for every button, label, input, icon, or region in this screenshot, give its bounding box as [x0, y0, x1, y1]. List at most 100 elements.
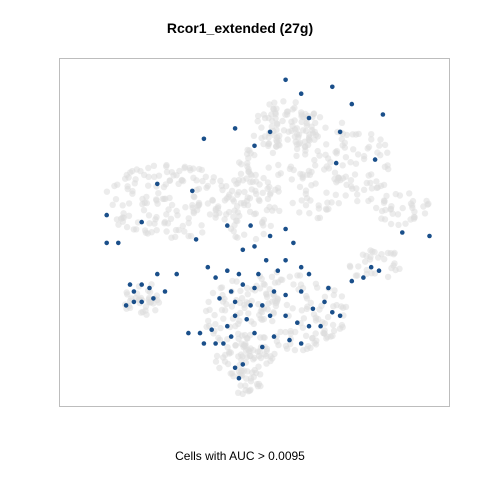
- background-cell-point: [189, 201, 196, 209]
- active-cell-point: [267, 233, 273, 239]
- background-cell-point: [173, 207, 180, 215]
- active-cell-point: [151, 296, 156, 301]
- background-cell-point: [374, 149, 381, 156]
- background-cell-point: [331, 175, 338, 183]
- background-cell-point: [298, 118, 305, 126]
- background-cell-point: [247, 386, 254, 393]
- active-cell-point: [256, 271, 261, 277]
- background-cell-point: [277, 276, 284, 283]
- background-cell-point: [154, 296, 161, 304]
- background-cell-point: [266, 286, 273, 293]
- active-cell-point: [330, 84, 335, 90]
- background-cell-point: [211, 311, 218, 319]
- background-cell-point: [363, 270, 370, 278]
- background-cell-point: [289, 122, 296, 130]
- background-cell-point: [354, 151, 362, 158]
- background-cell-point: [391, 260, 398, 267]
- background-cell-point: [125, 200, 133, 207]
- background-cell-point: [237, 170, 245, 177]
- background-cell-point: [179, 222, 186, 230]
- background-cell-point: [373, 184, 380, 192]
- background-cell-point: [259, 189, 266, 196]
- active-cell-point: [104, 240, 109, 246]
- background-cell-point: [126, 304, 134, 311]
- background-cell-point: [256, 348, 263, 355]
- background-cell-point: [217, 177, 224, 184]
- background-cell-point: [163, 228, 170, 235]
- active-cell-point: [372, 157, 378, 162]
- background-cell-point: [360, 186, 368, 193]
- active-cell-point: [127, 282, 133, 287]
- background-cell-point: [342, 192, 349, 199]
- background-cell-point: [209, 289, 217, 297]
- background-cell-point: [254, 118, 261, 125]
- active-cell-point: [337, 129, 343, 135]
- background-cell-point: [384, 149, 391, 156]
- active-cell-point: [201, 136, 207, 142]
- background-cell-point: [298, 307, 305, 314]
- background-cell-point: [257, 334, 264, 341]
- background-cell-point: [239, 177, 247, 184]
- background-cell-point: [185, 215, 192, 222]
- background-cell-point: [218, 182, 225, 190]
- background-cell-point: [291, 346, 299, 354]
- active-cell-point: [298, 91, 304, 96]
- active-cell-point: [283, 226, 288, 232]
- background-cell-point: [255, 196, 262, 203]
- background-cell-point: [218, 306, 226, 314]
- background-cell-point: [198, 222, 205, 229]
- background-cell-point: [258, 124, 265, 131]
- background-cell-point: [145, 164, 152, 172]
- background-cell-point: [341, 144, 348, 151]
- background-cell-point: [342, 154, 350, 161]
- active-cell-point: [310, 306, 316, 312]
- background-cell-point: [245, 310, 252, 317]
- background-cell-point: [314, 284, 321, 291]
- background-cell-point: [289, 305, 296, 312]
- background-cell-point: [314, 214, 321, 222]
- background-cell-point: [123, 223, 131, 231]
- active-cell-point: [201, 341, 207, 346]
- background-cell-point: [314, 147, 321, 155]
- background-cell-point: [320, 330, 328, 337]
- background-cell-point: [310, 311, 318, 318]
- active-cell-point: [232, 299, 238, 305]
- background-cell-point: [166, 194, 173, 202]
- background-cell-point: [354, 197, 361, 205]
- background-cell-point: [244, 160, 251, 167]
- background-cell-point: [234, 217, 241, 225]
- background-cell-point: [252, 235, 260, 243]
- background-cell-point: [381, 197, 388, 205]
- background-cell-point: [284, 136, 291, 143]
- background-cell-point: [243, 375, 250, 382]
- active-cell-point: [318, 323, 323, 329]
- background-cell-point: [224, 336, 231, 343]
- active-cell-point: [116, 240, 121, 246]
- background-cell-point: [241, 304, 248, 312]
- active-cell-point: [228, 334, 234, 339]
- background-cell-point: [242, 382, 249, 389]
- active-cell-point: [139, 299, 144, 305]
- active-cell-point: [298, 341, 304, 346]
- background-cell-point: [241, 331, 249, 339]
- active-cell-point: [240, 362, 246, 367]
- background-cell-point: [248, 186, 255, 193]
- background-cell-point: [185, 219, 192, 227]
- background-cell-point: [294, 272, 301, 279]
- background-cell-point: [354, 191, 361, 198]
- background-cell-point: [378, 251, 385, 258]
- background-cell-point: [230, 213, 237, 220]
- active-cell-point: [400, 230, 405, 235]
- active-cell-point: [190, 188, 195, 194]
- background-cell-point: [223, 211, 230, 218]
- active-cell-point: [252, 143, 257, 149]
- active-cell-point: [147, 285, 152, 291]
- plot-frame: [59, 58, 450, 407]
- background-cell-point: [249, 178, 256, 186]
- active-cell-point: [298, 289, 304, 294]
- background-cell-point: [150, 162, 158, 169]
- background-cell-point: [333, 150, 340, 157]
- background-cell-point: [165, 206, 172, 213]
- active-cell-point: [267, 313, 273, 319]
- active-cell-point: [306, 323, 312, 329]
